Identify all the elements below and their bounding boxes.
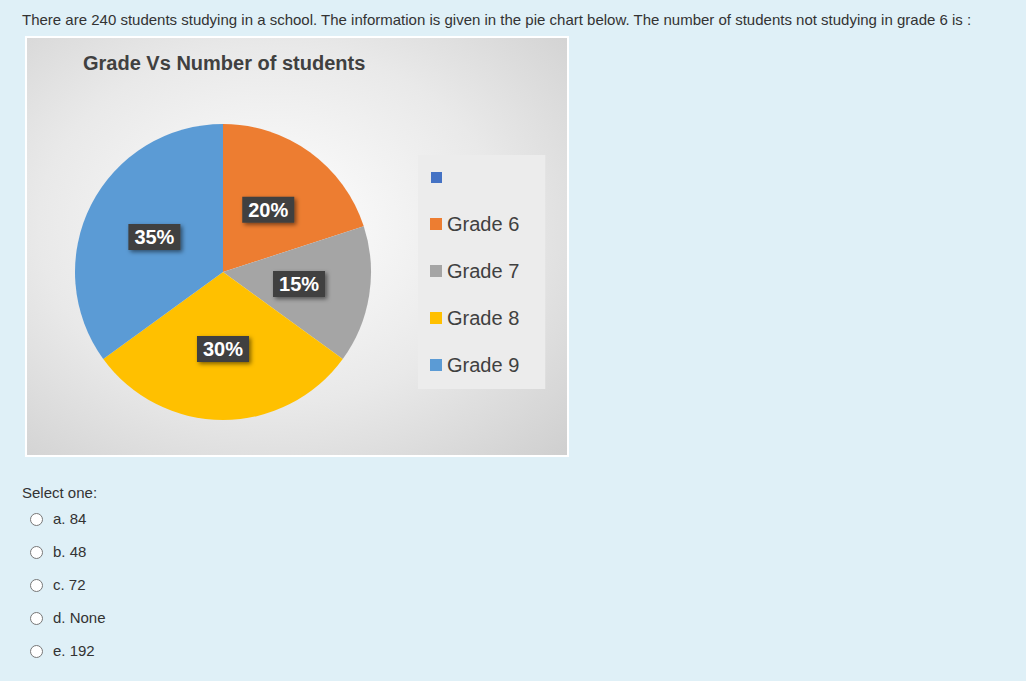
html-text:There are 240 students studyin: There are 240 students studying in a sch… xyxy=(22,11,972,28)
html-text:b. 48: b. 48 xyxy=(53,543,87,560)
svg-text:30%: 30% xyxy=(203,338,243,360)
svg-text:Grade 9: Grade 9 xyxy=(447,354,519,376)
html-text:Select one:: Select one: xyxy=(22,484,98,501)
svg-text:Grade Vs Number of students: Grade Vs Number of students xyxy=(83,52,365,74)
svg-text:15%: 15% xyxy=(279,273,319,295)
svg-text:Grade 6: Grade 6 xyxy=(447,213,519,235)
html-text:c. 72: c. 72 xyxy=(53,576,86,593)
svg-text:Grade 7: Grade 7 xyxy=(447,260,519,282)
svg-text:35%: 35% xyxy=(134,226,174,248)
html-text:e. 192: e. 192 xyxy=(53,642,95,659)
html-text:a. 84: a. 84 xyxy=(53,510,87,527)
svg-text:Grade 8: Grade 8 xyxy=(447,307,519,329)
svg-text:20%: 20% xyxy=(248,199,288,221)
html-text:d. None: d. None xyxy=(53,609,106,626)
